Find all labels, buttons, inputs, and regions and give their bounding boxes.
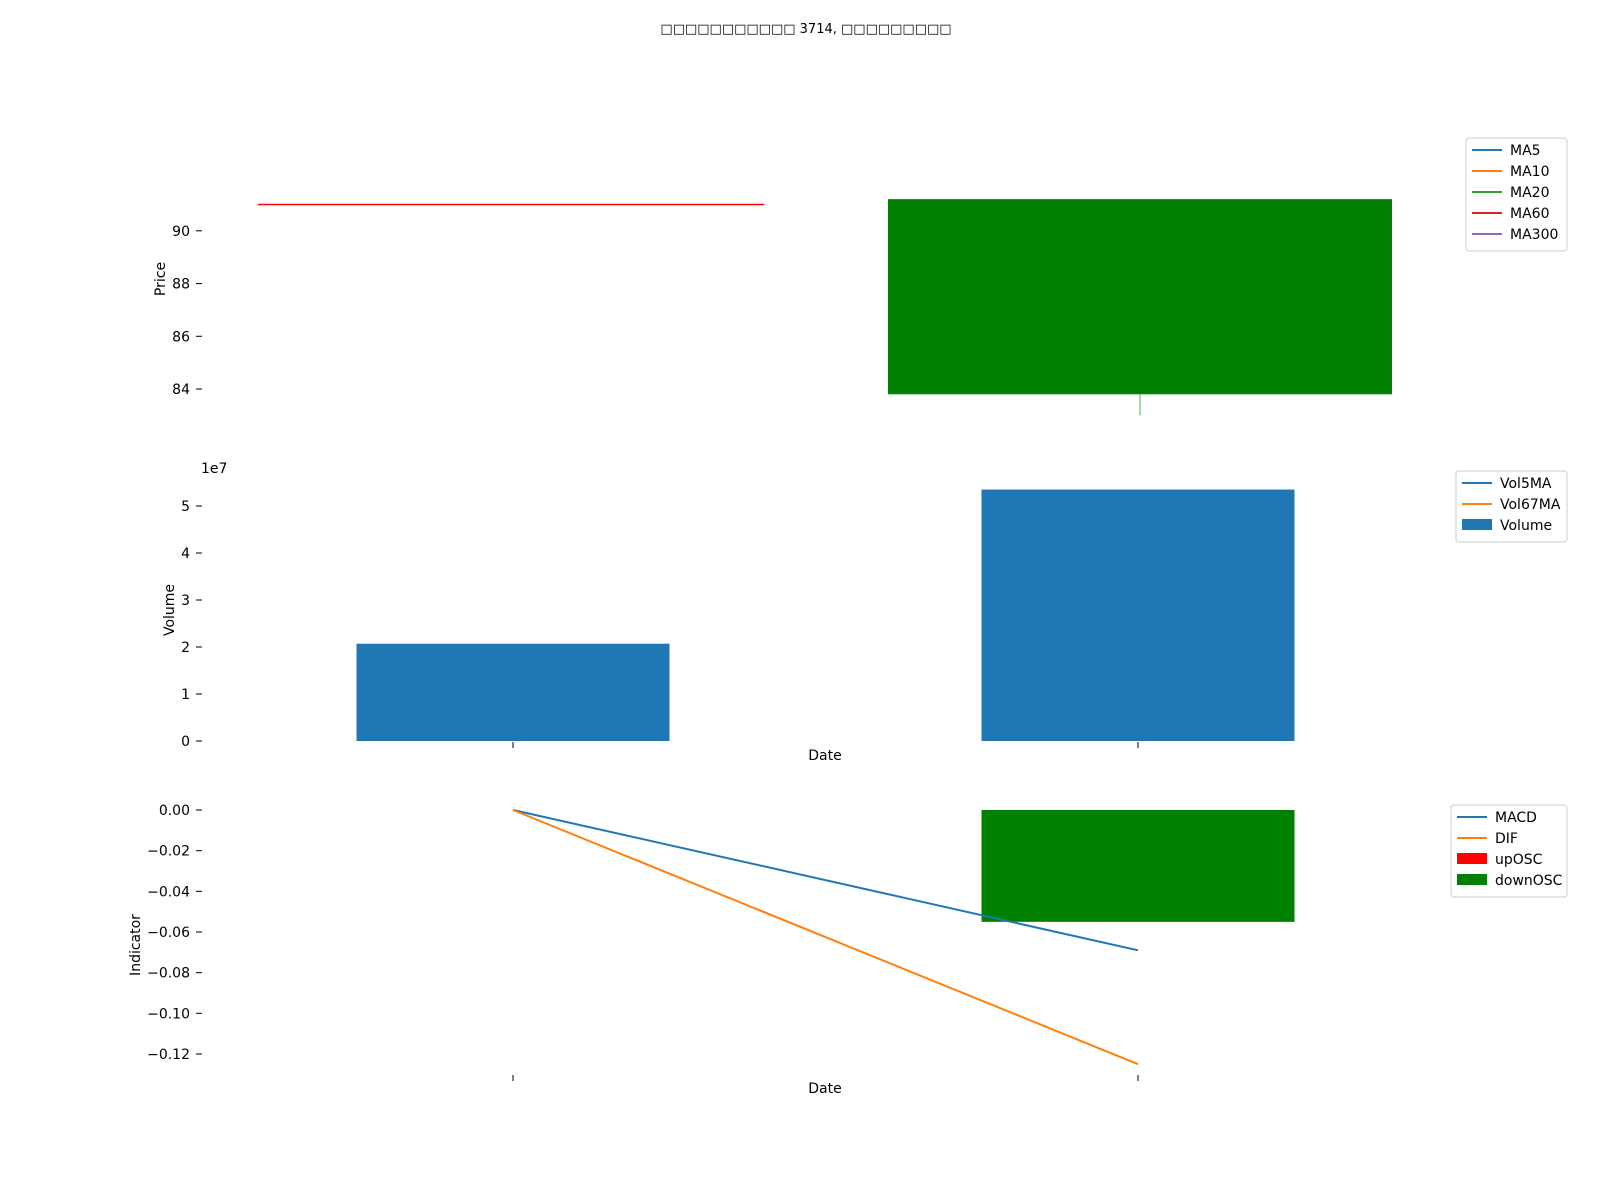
y-tick-label: 2 [181, 640, 190, 656]
legend-label-downosc: downOSC [1495, 873, 1563, 889]
legend-label-volume: Volume [1500, 518, 1552, 534]
y-tick-label: 5 [181, 499, 190, 515]
volume-bar [356, 643, 670, 741]
legend-label-uposc: upOSC [1495, 852, 1543, 868]
volume-x-label: Date [808, 748, 841, 764]
y-tick-label: 4 [181, 546, 190, 562]
legend-label-vol67ma: Vol67MA [1500, 497, 1561, 513]
volume-bar [981, 489, 1295, 741]
legend-label-macd: MACD [1495, 810, 1537, 826]
legend-label-ma60: MA60 [1510, 206, 1549, 222]
macd-line [512, 809, 1139, 952]
osc-bar [981, 810, 1295, 922]
y-tick-label: 3 [181, 593, 190, 609]
volume-y-label: Volume [162, 584, 178, 636]
y-tick-label: −0.02 [147, 844, 190, 860]
legend-box [1465, 137, 1568, 252]
price-panel: 84 86 88 90 Price MA5 MA10 MA20 MA60 MA300 [153, 137, 1568, 416]
legend-label-dif: DIF [1495, 831, 1518, 847]
legend-patch-uposc [1457, 853, 1487, 864]
legend-label-vol5ma: Vol5MA [1500, 476, 1552, 492]
volume-scale-label: 1e7 [201, 461, 227, 477]
legend-patch-downosc [1457, 874, 1487, 885]
y-tick-label: 1 [181, 687, 190, 703]
candle-body [888, 199, 1392, 395]
y-tick-label: 0.00 [159, 803, 190, 819]
indicator-panel: 0.00 −0.02 −0.04 −0.06 −0.08 −0.10 −0.12 Indica… [128, 803, 1568, 1097]
indicator-x-label: Date [808, 1081, 841, 1097]
indicator-y-label: Indicator [128, 914, 144, 976]
legend-label-ma5: MA5 [1510, 143, 1541, 159]
y-tick-label: 90 [172, 224, 190, 240]
y-tick-label: −0.12 [147, 1047, 190, 1063]
y-tick-label: −0.06 [147, 925, 190, 941]
legend-label-ma300: MA300 [1510, 227, 1558, 243]
y-tick-label: 88 [172, 277, 190, 293]
chart-title: □□□□□□□□□□□ 3714, □□□□□□□□□ [660, 22, 951, 37]
y-tick-label: 84 [172, 382, 190, 398]
volume-panel: 0 1 2 3 4 5 1e7 Volume Date Vol5MA Vol67MA Volume [162, 461, 1568, 764]
y-tick-label: −0.10 [147, 1006, 190, 1022]
y-tick-label: 0 [181, 734, 190, 750]
y-tick-label: 86 [172, 329, 190, 345]
legend-patch-volume [1462, 519, 1492, 530]
legend-label-ma10: MA10 [1510, 164, 1549, 180]
legend-label-ma20: MA20 [1510, 185, 1549, 201]
y-tick-label: −0.08 [147, 966, 190, 982]
price-y-label: Price [153, 262, 169, 296]
y-tick-label: −0.04 [147, 884, 190, 900]
dif-line [512, 809, 1139, 1066]
